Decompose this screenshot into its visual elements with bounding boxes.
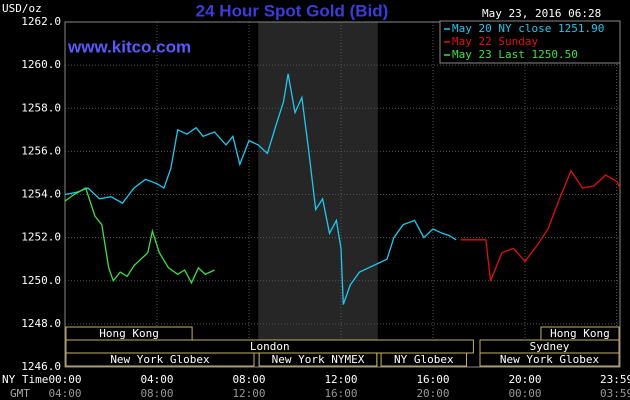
session-label: Hong Kong [550, 327, 610, 340]
y-tick-label: 1254.0 [21, 188, 61, 201]
chart-title: 24 Hour Spot Gold (Bid) [196, 1, 389, 20]
x-label: NY Time [2, 373, 48, 386]
legend-label: May 22 Sunday [452, 35, 538, 48]
y-tick-label: 1248.0 [21, 317, 61, 330]
y-tick-label: 1246.0 [21, 360, 61, 373]
legend-label: May 23 Last 1250.50 [452, 48, 578, 61]
series-line [64, 187, 215, 285]
session-label: New York Globex [110, 353, 210, 366]
series-line [460, 169, 621, 282]
watermark: www.kitco.com [67, 37, 191, 56]
x2-tick-label: 08:00 [140, 387, 173, 400]
x2-tick-label: 20:00 [416, 387, 449, 400]
y-tick-label: 1256.0 [21, 144, 61, 157]
session-box [380, 352, 468, 367]
y-tick-label: 1260.0 [21, 58, 61, 71]
legend-label: May 20 NY close 1251.90 [452, 22, 604, 35]
x2-tick-label: 03:59 [600, 387, 630, 400]
x-tick-label: 08:00 [232, 373, 265, 386]
x-tick-label: 16:00 [416, 373, 449, 386]
y-tick-label: 1258.0 [21, 101, 61, 114]
x-tick-label: 04:00 [140, 373, 173, 386]
x-tick-label: 23:59 [600, 373, 630, 386]
session-label: Sydney [530, 340, 570, 353]
session-box [258, 352, 378, 367]
series-line [64, 73, 457, 305]
legend-box [439, 20, 621, 64]
x2-tick-label: 16:00 [324, 387, 357, 400]
y-unit: USD/oz [2, 2, 42, 15]
x-tick-label: 12:00 [324, 373, 357, 386]
session-box [479, 352, 620, 367]
x-tick-label: 00:00 [48, 373, 81, 386]
session-label: New York Globex [500, 353, 600, 366]
x2-label: GMT [10, 387, 30, 400]
session-label: New York NYMEX [272, 353, 365, 366]
y-tick-label: 1250.0 [21, 274, 61, 287]
session-label: NY Globex [394, 353, 454, 366]
session-label: London [250, 340, 290, 353]
session-label: Hong Kong [99, 327, 159, 340]
y-tick-label: 1252.0 [21, 231, 61, 244]
session-box [65, 352, 255, 367]
x2-tick-label: 04:00 [48, 387, 81, 400]
y-tick-label: 1262.0 [21, 15, 61, 28]
x2-tick-label: 00:00 [508, 387, 541, 400]
x-tick-label: 20:00 [508, 373, 541, 386]
timestamp: May 23, 2016 06:28 [482, 7, 601, 20]
x2-tick-label: 12:00 [232, 387, 265, 400]
